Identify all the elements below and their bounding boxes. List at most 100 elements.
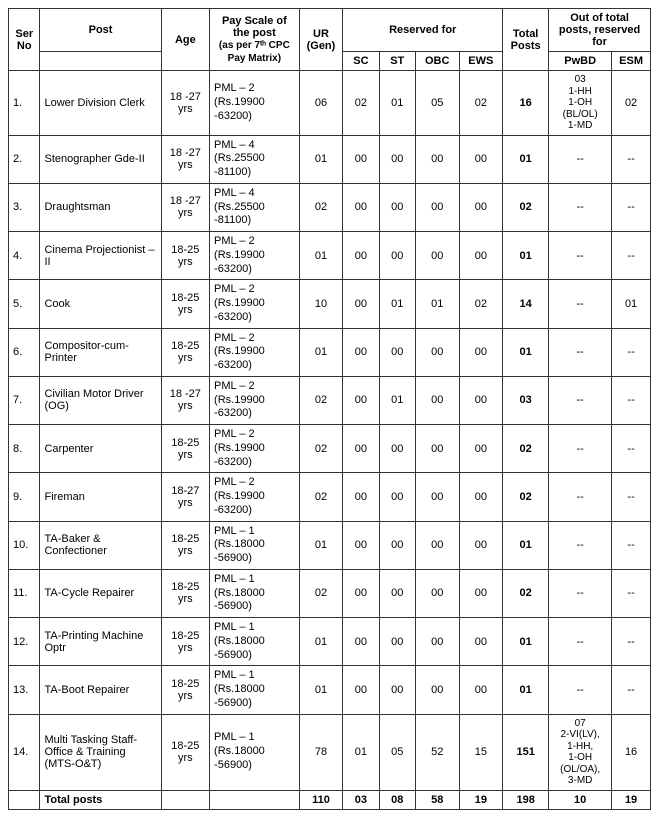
cell-sc: 00 <box>343 569 379 617</box>
cell-post: Fireman <box>40 473 161 521</box>
cell-ser: 5. <box>9 280 40 328</box>
cell-age: 18-25 yrs <box>161 569 209 617</box>
cell-pwbd: -- <box>549 328 612 376</box>
cell-post: TA-Baker & Confectioner <box>40 521 161 569</box>
cell-pay: PML – 2 (Rs.19900 -63200) <box>210 473 300 521</box>
cell-ur: 01 <box>299 618 343 666</box>
cell-obc: 00 <box>415 376 459 424</box>
cell-ews: 00 <box>459 135 503 183</box>
cell-post: Draughtsman <box>40 183 161 231</box>
cell-total: 02 <box>503 183 549 231</box>
cell-pay: PML – 4 (Rs.25500 -81100) <box>210 183 300 231</box>
cell-st: 00 <box>379 328 415 376</box>
table-row: 14.Multi Tasking Staff- Office & Trainin… <box>9 714 651 790</box>
cell-pay: PML – 2 (Rs.19900 -63200) <box>210 280 300 328</box>
cell-ews: 00 <box>459 232 503 280</box>
cell-ser: 12. <box>9 618 40 666</box>
header-total: Total Posts <box>503 9 549 71</box>
cell-obc: 05 <box>415 71 459 136</box>
cell-ews: 00 <box>459 569 503 617</box>
cell-ews: 00 <box>459 521 503 569</box>
cell-pay: PML – 2 (Rs.19900 -63200) <box>210 328 300 376</box>
cell-post: Multi Tasking Staff- Office & Training (… <box>40 714 161 790</box>
cell-pwbd: -- <box>549 666 612 714</box>
cell-st: 00 <box>379 569 415 617</box>
table-row: 10.TA-Baker & Confectioner18-25 yrsPML –… <box>9 521 651 569</box>
cell-total: 01 <box>503 328 549 376</box>
cell-st: 05 <box>379 714 415 790</box>
table-header: Ser No Post Age Pay Scale of the post (a… <box>9 9 651 71</box>
table-row: 9.Fireman18-27 yrsPML – 2 (Rs.19900 -632… <box>9 473 651 521</box>
cell-obc: 00 <box>415 569 459 617</box>
cell-ews: 02 <box>459 280 503 328</box>
cell-pay: PML – 2 (Rs.19900 -63200) <box>210 376 300 424</box>
cell-esm: 16 <box>612 714 651 790</box>
cell-sc: 02 <box>343 71 379 136</box>
cell-ews: 00 <box>459 666 503 714</box>
cell-ser: 2. <box>9 135 40 183</box>
table-row: 5.Cook18-25 yrsPML – 2 (Rs.19900 -63200)… <box>9 280 651 328</box>
header-reserved: Reserved for <box>343 9 503 52</box>
cell-ser: 3. <box>9 183 40 231</box>
header-esm: ESM <box>612 52 651 71</box>
cell-pay: PML – 2 (Rs.19900 -63200) <box>210 71 300 136</box>
table-row: 4.Cinema Projectionist –II18-25 yrsPML –… <box>9 232 651 280</box>
cell-sc: 01 <box>343 714 379 790</box>
cell-ser: 14. <box>9 714 40 790</box>
table-row: 13.TA-Boot Repairer18-25 yrsPML – 1 (Rs.… <box>9 666 651 714</box>
cell-pwbd: -- <box>549 232 612 280</box>
cell-pay: PML – 1 (Rs.18000 -56900) <box>210 666 300 714</box>
cell-st: 01 <box>379 376 415 424</box>
cell-age: 18-25 yrs <box>161 280 209 328</box>
cell-total: 01 <box>503 135 549 183</box>
cell-ser: 9. <box>9 473 40 521</box>
cell-post: Cinema Projectionist –II <box>40 232 161 280</box>
cell-post: TA-Printing Machine Optr <box>40 618 161 666</box>
cell-sc: 00 <box>343 280 379 328</box>
cell-obc: 00 <box>415 135 459 183</box>
cell-sc: 00 <box>343 135 379 183</box>
header-outof: Out of total posts, reserved for <box>549 9 651 52</box>
cell-post: TA-Boot Repairer <box>40 666 161 714</box>
cell-age: 18-27 yrs <box>161 473 209 521</box>
cell-esm: -- <box>612 521 651 569</box>
cell-obc: 00 <box>415 473 459 521</box>
cell-age: 18 -27 yrs <box>161 183 209 231</box>
cell-obc: 00 <box>415 618 459 666</box>
table-row: 8.Carpenter18-25 yrsPML – 2 (Rs.19900 -6… <box>9 425 651 473</box>
header-sc: SC <box>343 52 379 71</box>
header-ews: EWS <box>459 52 503 71</box>
cell-age: 18 -27 yrs <box>161 376 209 424</box>
cell-post: Civilian Motor Driver (OG) <box>40 376 161 424</box>
cell-obc: 00 <box>415 666 459 714</box>
cell-esm: -- <box>612 328 651 376</box>
cell-esm: -- <box>612 473 651 521</box>
cell-esm: 01 <box>612 280 651 328</box>
cell-st: 00 <box>379 521 415 569</box>
cell-sc: 00 <box>343 521 379 569</box>
cell-pay: PML – 2 (Rs.19900 -63200) <box>210 232 300 280</box>
cell-pwbd: -- <box>549 183 612 231</box>
table-row: 6.Compositor-cum-Printer18-25 yrsPML – 2… <box>9 328 651 376</box>
cell-obc: 00 <box>415 425 459 473</box>
cell-sc: 00 <box>343 232 379 280</box>
cell-post: Carpenter <box>40 425 161 473</box>
cell-sc: 00 <box>343 328 379 376</box>
cell-ews: 00 <box>459 618 503 666</box>
cell-post: Compositor-cum-Printer <box>40 328 161 376</box>
cell-esm: -- <box>612 666 651 714</box>
cell-ur: 02 <box>299 376 343 424</box>
footer-esm: 19 <box>612 790 651 809</box>
table-row: 11.TA-Cycle Repairer18-25 yrsPML – 1 (Rs… <box>9 569 651 617</box>
header-post-blank <box>40 52 161 71</box>
cell-total: 02 <box>503 473 549 521</box>
cell-ews: 02 <box>459 71 503 136</box>
header-obc: OBC <box>415 52 459 71</box>
footer-obc: 58 <box>415 790 459 809</box>
cell-ews: 00 <box>459 183 503 231</box>
cell-ews: 00 <box>459 328 503 376</box>
cell-pwbd: -- <box>549 618 612 666</box>
cell-age: 18 -27 yrs <box>161 71 209 136</box>
header-age: Age <box>161 9 209 71</box>
footer-ur: 110 <box>299 790 343 809</box>
